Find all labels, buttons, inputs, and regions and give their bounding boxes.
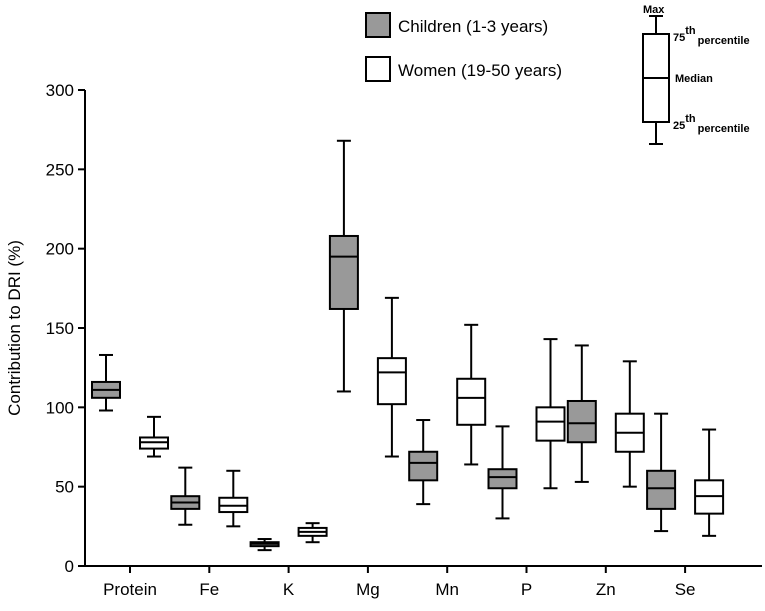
box-se-children: [646, 412, 677, 533]
axes: 0 50 100 150 200 250 300 Contribution to DRI (%…: [5, 81, 762, 599]
box-se-women: [694, 428, 725, 537]
key-p25-sup: th: [685, 113, 696, 125]
key-label-p25: 25thpercentile: [673, 113, 750, 135]
x-tick-label: Zn: [596, 580, 616, 599]
box-k-women: [297, 522, 328, 544]
x-tick-label: P: [521, 580, 532, 599]
box-series: [91, 139, 725, 552]
box-iqr: [487, 468, 518, 490]
legend-label-women: Women (19-50 years): [398, 61, 562, 80]
key-label-max: Max: [643, 4, 665, 16]
y-tick-label: 0: [65, 557, 74, 576]
key-label-median: Median: [675, 73, 713, 85]
box-mg-children: [328, 139, 359, 393]
x-tick-label: Protein: [103, 580, 157, 599]
legend-swatch-children: [365, 12, 391, 38]
key-p25-number: 25: [673, 120, 685, 132]
box-protein-children: [91, 353, 121, 412]
legend-label-children: Children (1-3 years): [398, 17, 548, 36]
box-iqr: [566, 399, 597, 444]
box-mn-children: [408, 419, 439, 506]
key-p75-number: 75: [673, 32, 685, 44]
key-label-p75: 75thpercentile: [673, 25, 750, 47]
legend: Children (1-3 years) Women (19-50 years): [365, 12, 562, 82]
x-tick-label: Fe: [199, 580, 219, 599]
x-tick-label: Mn: [435, 580, 459, 599]
box-mg-women: [376, 296, 407, 458]
y-tick-label: 150: [46, 319, 74, 338]
box-p-women: [535, 338, 566, 490]
box-iqr: [408, 450, 439, 482]
box-protein-women: [139, 415, 169, 458]
box-mn-women: [456, 323, 487, 466]
y-tick-label: 100: [46, 398, 74, 417]
key-p25-suffix: percentile: [698, 123, 750, 135]
box-fe-women: [218, 469, 249, 528]
box-iqr: [535, 406, 566, 442]
box-zn-children: [566, 344, 597, 483]
x-tick-label: Se: [675, 580, 696, 599]
box-p-children: [487, 425, 518, 520]
box-iqr: [646, 469, 677, 510]
box-fe-children: [170, 466, 201, 526]
y-tick-label: 300: [46, 81, 74, 100]
x-tick-label: K: [283, 580, 295, 599]
legend-swatch-women: [365, 56, 391, 82]
key-p75-suffix: percentile: [698, 35, 750, 47]
y-tick-label: 50: [55, 478, 74, 497]
boxplot-key: Max 75thpercentile Median 25thpercentile: [642, 4, 750, 145]
box-iqr: [376, 357, 407, 406]
key-p75-sup: th: [685, 25, 696, 37]
y-tick-label: 250: [46, 160, 74, 179]
x-tick-label: Mg: [356, 580, 380, 599]
box-zn-women: [614, 360, 645, 488]
y-axis-title: Contribution to DRI (%): [5, 240, 24, 416]
box-iqr: [328, 234, 359, 310]
box-iqr: [456, 377, 487, 426]
box-k-children: [249, 538, 280, 552]
y-tick-label: 200: [46, 240, 74, 259]
